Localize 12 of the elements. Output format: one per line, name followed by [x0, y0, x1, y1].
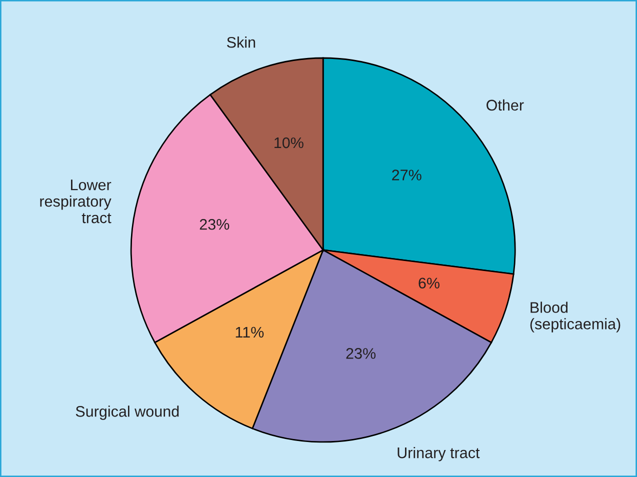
- data-label: 23%: [346, 348, 376, 359]
- slice-label: Urinary tract: [398, 447, 480, 462]
- slice-label: Lower respiratory tract: [40, 180, 112, 224]
- data-label: 10%: [274, 137, 304, 148]
- slice-label: Other: [486, 99, 524, 111]
- slice-label: Surgical wound: [76, 406, 179, 420]
- data-label: 23%: [200, 218, 230, 230]
- data-label: 6%: [418, 278, 440, 289]
- slice-label: Skin: [227, 36, 256, 48]
- slice-label: Blood (septicaemia): [530, 302, 620, 332]
- data-label: 11%: [236, 326, 264, 338]
- data-label: 27%: [392, 170, 422, 180]
